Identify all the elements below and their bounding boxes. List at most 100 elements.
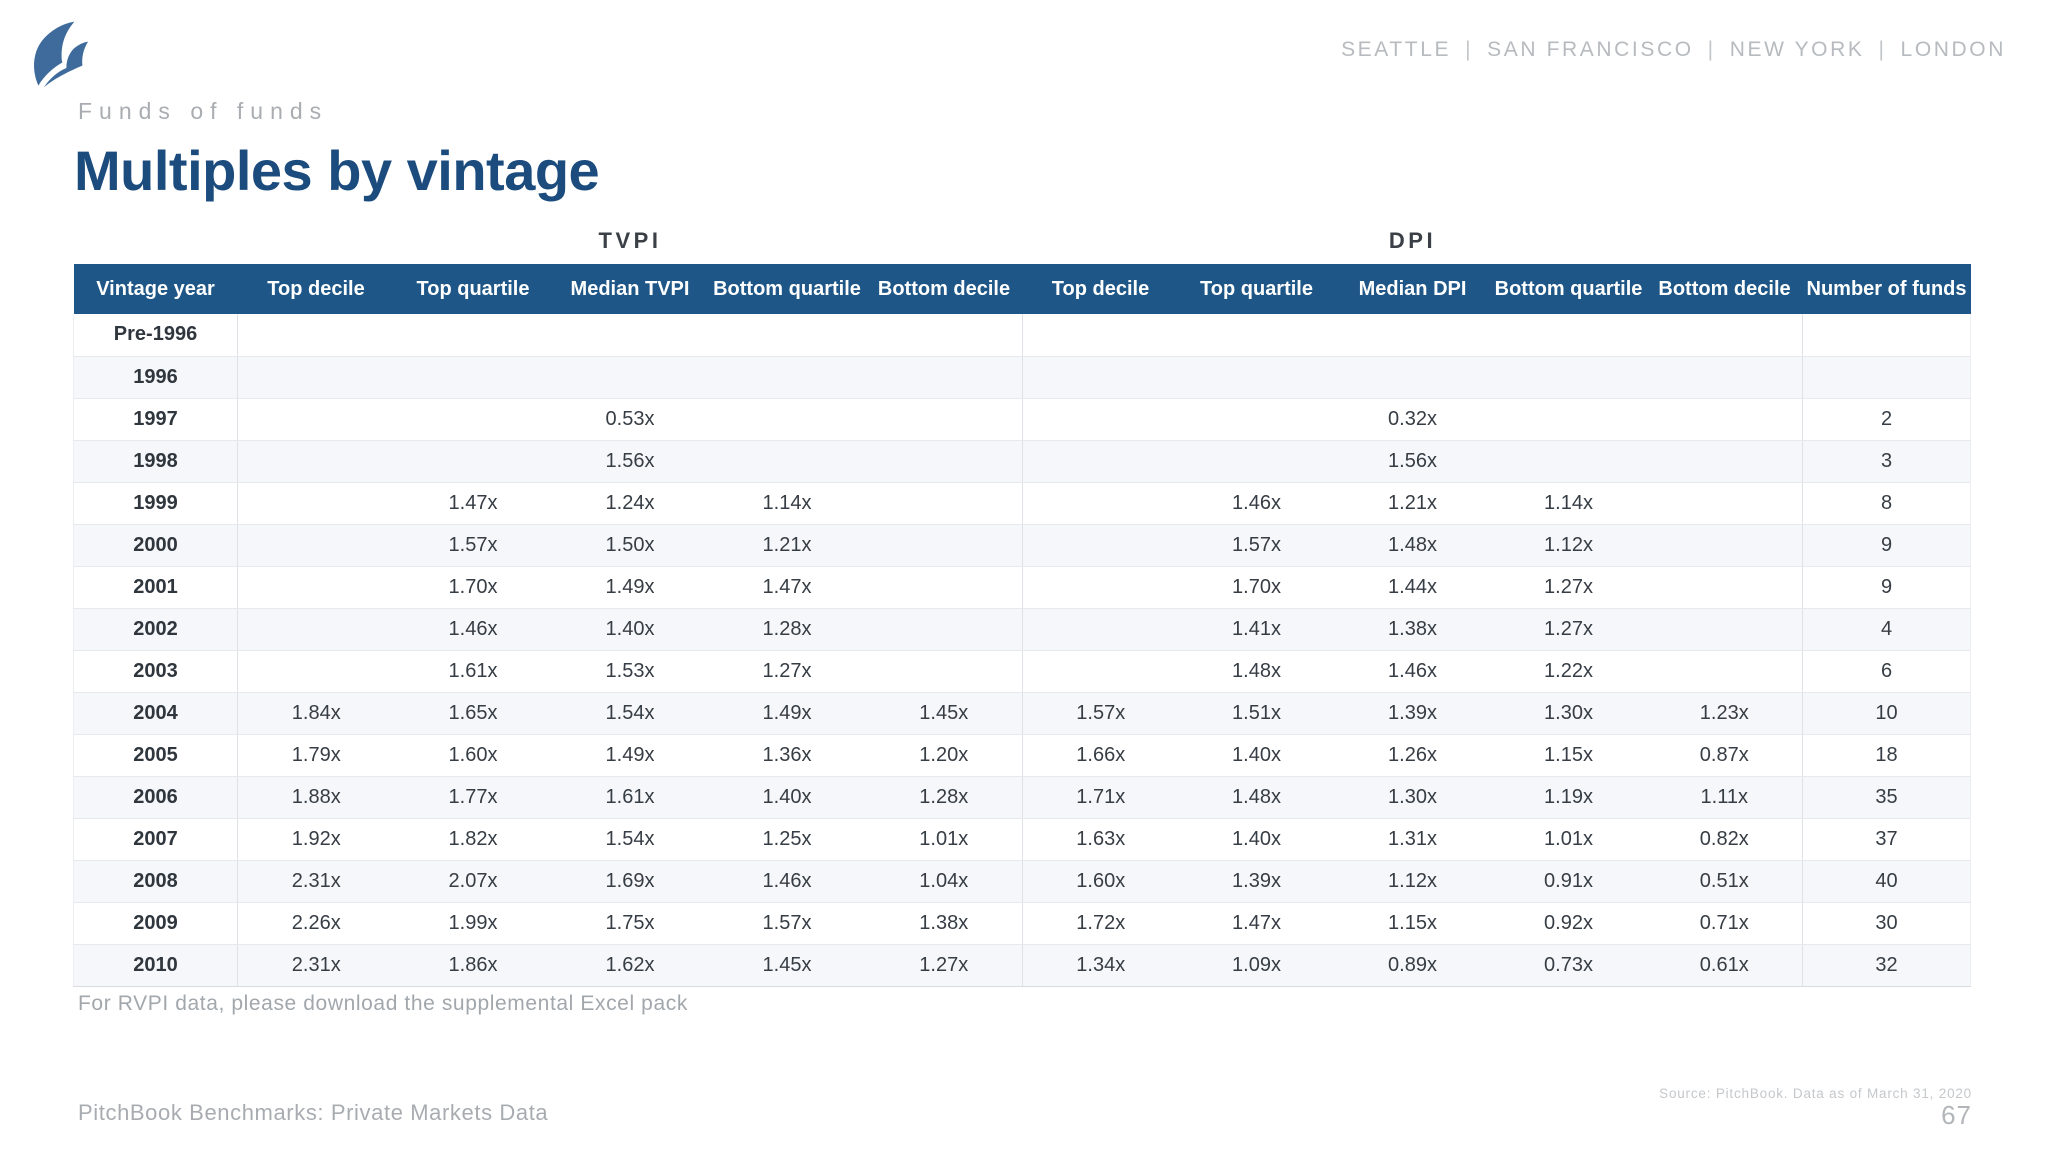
value-cell: 2.31x xyxy=(237,860,395,903)
table-row: 2008 2.31x 2.07x 1.69x 1.46x 1.04x 1.60x 1.39x 1… xyxy=(73,860,1972,903)
value-cell: 1.49x xyxy=(551,734,709,777)
office-locations: SEATTLE | SAN FRANCISCO | NEW YORK | LONDON xyxy=(1341,38,2006,62)
source-attribution: Source: PitchBook. Data as of March 31, … xyxy=(1659,1086,1972,1101)
value-cell: 1.57x xyxy=(1022,692,1179,735)
value-cell: 0.92x xyxy=(1490,902,1647,945)
benchmark-table: TVPI DPI Vintage year Top decile Top quartil… xyxy=(73,222,1972,987)
value-cell: 1.54x xyxy=(551,818,709,861)
value-cell: 1.09x xyxy=(1178,944,1335,987)
value-cell: 1.48x xyxy=(1178,650,1335,693)
value-cell xyxy=(1490,398,1647,441)
value-cell: 1.49x xyxy=(708,692,866,735)
value-cell: 0.32x xyxy=(1334,398,1491,441)
value-cell: 0.61x xyxy=(1646,944,1803,987)
value-cell: 1.04x xyxy=(865,860,1023,903)
value-cell: 1.57x xyxy=(708,902,866,945)
value-cell xyxy=(1022,608,1179,651)
page-number: 67 xyxy=(1941,1100,1972,1130)
column-header: Number of funds xyxy=(1802,264,1971,314)
value-cell: 1.66x xyxy=(1022,734,1179,777)
value-cell xyxy=(237,314,395,357)
table-row: 2010 2.31x 1.86x 1.62x 1.45x 1.27x 1.34x 1.09x 0… xyxy=(73,944,1972,987)
vintage-year-cell: 1998 xyxy=(73,440,238,483)
city-divider: | xyxy=(1465,38,1474,61)
value-cell: 1.14x xyxy=(1490,482,1647,525)
value-cell xyxy=(1646,608,1803,651)
footer-report-title: PitchBook Benchmarks: Private Markets Da… xyxy=(78,1100,549,1125)
value-cell: 2.26x xyxy=(237,902,395,945)
value-cell: 6 xyxy=(1802,650,1972,693)
value-cell: 1.36x xyxy=(708,734,866,777)
value-cell: 1.38x xyxy=(1334,608,1491,651)
value-cell: 0.53x xyxy=(551,398,709,441)
value-cell: 30 xyxy=(1802,902,1972,945)
value-cell xyxy=(394,314,552,357)
value-cell: 1.63x xyxy=(1022,818,1179,861)
value-cell: 35 xyxy=(1802,776,1972,819)
vintage-year-cell: 2003 xyxy=(73,650,238,693)
value-cell xyxy=(1646,314,1803,357)
value-cell: 1.39x xyxy=(1334,692,1491,735)
value-cell xyxy=(1022,398,1179,441)
value-cell: 1.70x xyxy=(394,566,552,609)
vintage-year-cell: 2005 xyxy=(73,734,238,777)
value-cell xyxy=(865,524,1023,567)
city-label: SAN FRANCISCO xyxy=(1487,38,1694,61)
value-cell: 1.40x xyxy=(551,608,709,651)
table-row: 2003 1.61x 1.53x 1.27x 1.48x 1.46x 1.22x 6 xyxy=(73,650,1972,693)
value-cell xyxy=(865,608,1023,651)
value-cell: 1.01x xyxy=(865,818,1023,861)
section-eyebrow: Funds of funds xyxy=(78,98,329,124)
value-cell: 1.26x xyxy=(1334,734,1491,777)
table-row: 1999 1.47x 1.24x 1.14x 1.46x 1.21x 1.14x 8 xyxy=(73,482,1972,525)
table-head: TVPI DPI Vintage year Top decile Top quartil… xyxy=(73,222,1971,314)
value-cell: 1.47x xyxy=(1178,902,1335,945)
value-cell: 0.82x xyxy=(1646,818,1803,861)
value-cell: 1.49x xyxy=(551,566,709,609)
value-cell: 8 xyxy=(1802,482,1972,525)
value-cell: 1.65x xyxy=(394,692,552,735)
value-cell: 40 xyxy=(1802,860,1972,903)
value-cell: 1.31x xyxy=(1334,818,1491,861)
vintage-year-cell: 2006 xyxy=(73,776,238,819)
table-row: 2001 1.70x 1.49x 1.47x 1.70x 1.44x 1.27x 9 xyxy=(73,566,1972,609)
value-cell: 4 xyxy=(1802,608,1972,651)
value-cell: 0.91x xyxy=(1490,860,1647,903)
value-cell xyxy=(1646,398,1803,441)
value-cell: 1.54x xyxy=(551,692,709,735)
value-cell xyxy=(394,356,552,399)
value-cell xyxy=(1646,356,1803,399)
value-cell: 1.46x xyxy=(394,608,552,651)
value-cell: 1.30x xyxy=(1334,776,1491,819)
value-cell xyxy=(865,482,1023,525)
pitchbook-logo-icon xyxy=(34,21,88,88)
value-cell: 1.25x xyxy=(708,818,866,861)
city-label: LONDON xyxy=(1900,38,2006,61)
value-cell: 1.71x xyxy=(1022,776,1179,819)
value-cell: 1.30x xyxy=(1490,692,1647,735)
group-header-dpi: DPI xyxy=(1022,222,1803,264)
value-cell: 1.61x xyxy=(394,650,552,693)
vintage-year-cell: 2009 xyxy=(73,902,238,945)
value-cell: 1.56x xyxy=(551,440,709,483)
value-cell: 1.47x xyxy=(708,566,866,609)
value-cell xyxy=(865,440,1023,483)
value-cell: 1.27x xyxy=(708,650,866,693)
value-cell xyxy=(865,314,1023,357)
column-header: Top decile xyxy=(237,264,395,314)
value-cell: 1.99x xyxy=(394,902,552,945)
vintage-year-cell: 2007 xyxy=(73,818,238,861)
value-cell xyxy=(708,398,866,441)
city-divider: | xyxy=(1707,38,1716,61)
value-cell xyxy=(708,314,866,357)
value-cell xyxy=(1646,440,1803,483)
value-cell: 1.45x xyxy=(865,692,1023,735)
value-cell: 1.22x xyxy=(1490,650,1647,693)
value-cell xyxy=(1490,314,1647,357)
value-cell: 1.62x xyxy=(551,944,709,987)
table-row: 2005 1.79x 1.60x 1.49x 1.36x 1.20x 1.66x 1.40x 1… xyxy=(73,734,1972,777)
value-cell: 1.56x xyxy=(1334,440,1491,483)
table-row: 1998 1.56x 1.56x 3 xyxy=(73,440,1972,483)
value-cell: 1.19x xyxy=(1490,776,1647,819)
value-cell: 1.44x xyxy=(1334,566,1491,609)
